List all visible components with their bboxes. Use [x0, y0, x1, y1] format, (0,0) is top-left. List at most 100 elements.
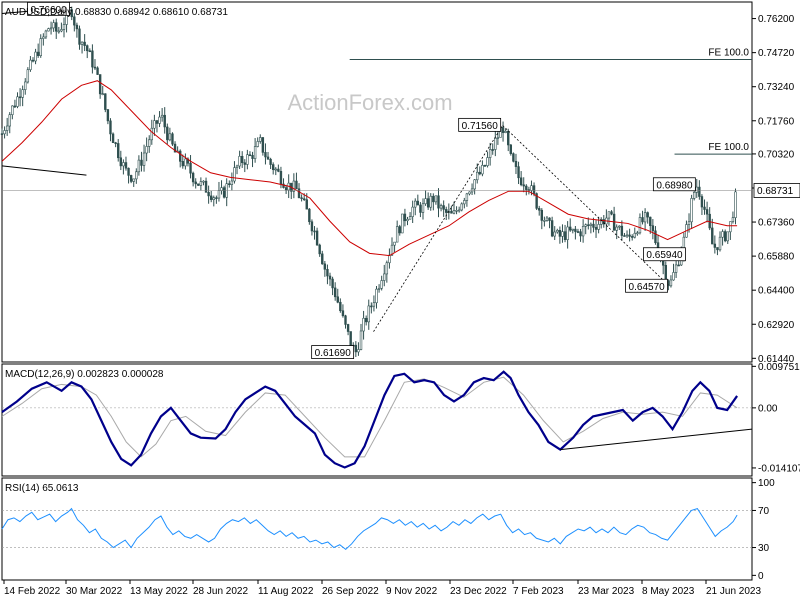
candle-body [73, 16, 76, 26]
candle-body [630, 236, 634, 238]
x-tick-label: 28 Jun 2022 [193, 586, 248, 597]
candle-body [137, 159, 141, 173]
candle-body [424, 198, 427, 205]
candle-body [194, 181, 197, 185]
candle-body [13, 105, 17, 108]
candle-body [222, 187, 226, 198]
candle-body [204, 180, 208, 193]
candle-body [700, 196, 704, 208]
macd-main-line [1, 370, 738, 469]
candle-body [277, 168, 280, 172]
candle-body [411, 206, 414, 217]
price-annotation-label: 0.71560 [462, 121, 499, 132]
x-tick-label: 23 Mar 2023 [578, 586, 635, 597]
x-tick-label: 30 Mar 2022 [66, 586, 123, 597]
candle-body [292, 180, 296, 192]
candle-body [173, 143, 177, 153]
rsi-y-tick-label: 70 [758, 506, 770, 517]
candle-body [297, 188, 301, 199]
candle-body [488, 149, 492, 158]
candle-body [496, 137, 500, 139]
candle-body [104, 93, 107, 110]
candle-body [88, 50, 92, 53]
candle-body [101, 93, 104, 96]
x-tick-label: 11 Aug 2022 [258, 586, 314, 597]
x-tick-label: 23 Dec 2022 [450, 586, 507, 597]
candle-body [649, 216, 652, 226]
price-annotation-box [458, 117, 502, 132]
candle-body [705, 209, 709, 215]
rsi-panel-title: RSI(14) 65.0613 [5, 483, 79, 494]
candle-body [163, 114, 166, 128]
last-price-box [753, 183, 800, 198]
price-y-tick-label: 0.76200 [758, 14, 795, 25]
candle-body [228, 183, 231, 185]
candle-body [62, 24, 66, 30]
candle-body [189, 162, 192, 174]
candle-body [584, 224, 587, 227]
candle-body [383, 273, 386, 281]
candle-body [357, 349, 360, 353]
price-annotation-label: 0.64570 [629, 282, 666, 293]
candle-body [553, 231, 556, 237]
candle-body [127, 167, 130, 176]
candle-body [419, 204, 422, 213]
candle-body [535, 193, 538, 209]
candle-body [78, 28, 81, 45]
price-y-tick-label: 0.61440 [758, 354, 795, 365]
candle-body [207, 192, 210, 197]
candle-body [457, 209, 461, 212]
candle-body [248, 154, 252, 157]
candle-body [615, 226, 618, 231]
candle-body [563, 231, 567, 240]
candle-body [610, 211, 613, 215]
price-annotation-box [311, 345, 355, 359]
candle-body [690, 198, 693, 223]
candle-body [181, 161, 184, 167]
candle-body [442, 205, 445, 210]
candle-body [5, 125, 9, 131]
candle-body [34, 51, 37, 62]
price-annotation-label: 0.76600 [31, 5, 68, 16]
x-tick-label: 13 May 2022 [130, 586, 188, 597]
candle-body [44, 30, 48, 38]
candle-body [514, 160, 518, 167]
moving-average-line [1, 80, 738, 257]
candle-body [620, 225, 624, 236]
candle-body [119, 157, 123, 167]
candle-body [349, 331, 352, 346]
candle-body [16, 96, 19, 107]
candle-body [8, 114, 11, 127]
candle-body [517, 166, 520, 179]
candle-body [385, 262, 389, 275]
candle-body [150, 127, 154, 141]
candle-body [328, 275, 332, 280]
candle-body [39, 38, 42, 56]
candle-body [416, 200, 420, 206]
candle-body [271, 164, 275, 170]
candle-body [638, 217, 642, 234]
candle-body [305, 199, 308, 210]
candle-body [370, 305, 373, 308]
candle-body [199, 181, 203, 186]
rsi-panel: 100 70 30 0 [1, 477, 775, 582]
candle-body [284, 187, 288, 191]
price-annotation-label: 0.65940 [646, 250, 683, 261]
candle-body [641, 217, 644, 223]
candle-body [437, 195, 440, 209]
candle-body [93, 66, 97, 69]
candle-body [0, 133, 4, 135]
candle-body [543, 220, 546, 222]
candle-body [432, 195, 435, 203]
candle-body [57, 30, 61, 33]
candle-body [179, 150, 182, 162]
candle-body [408, 216, 412, 220]
candle-body [336, 296, 339, 303]
macd-y-tick-label: 0.00 [758, 403, 778, 414]
candle-body [80, 41, 84, 45]
price-y-tick-label: 0.65880 [758, 252, 795, 263]
candle-body [731, 217, 735, 222]
candle-body [310, 221, 314, 232]
